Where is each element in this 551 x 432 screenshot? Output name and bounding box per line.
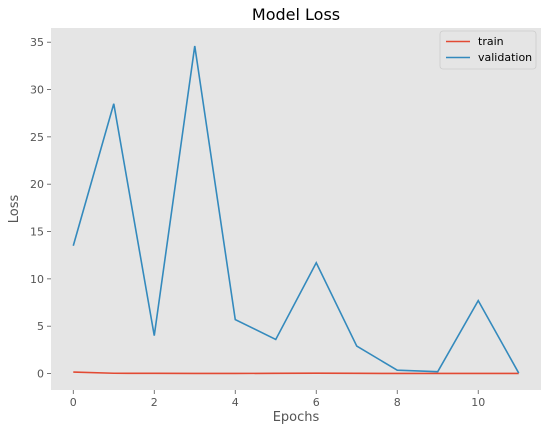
y-tick-label: 30: [30, 84, 44, 97]
y-tick-label: 10: [30, 273, 44, 286]
x-tick-label: 4: [232, 396, 239, 409]
chart-title: Model Loss: [252, 5, 340, 24]
y-tick-label: 35: [30, 36, 44, 49]
legend-label-train: train: [478, 35, 504, 48]
legend-label-validation: validation: [478, 51, 532, 64]
x-axis-label: Epochs: [273, 410, 320, 425]
x-tick-label: 6: [313, 396, 320, 409]
y-tick-label: 15: [30, 226, 44, 239]
x-tick-label: 0: [70, 396, 77, 409]
x-tick-label: 2: [151, 396, 158, 409]
legend: train validation: [439, 30, 537, 70]
plot-area: [51, 28, 541, 390]
series-line-validation: [72, 45, 520, 374]
y-tick-label: 20: [30, 178, 44, 191]
series-line-train: [73, 371, 519, 375]
axis-ticks: 0 2 4 6 8 10 0 5 10 15 20 25 30 35: [30, 36, 485, 409]
x-tick-label: 8: [394, 396, 401, 409]
legend-box: [439, 30, 537, 70]
y-axis-label: Loss: [7, 195, 22, 224]
y-tick-label: 5: [37, 320, 44, 333]
x-tick-label: 10: [471, 396, 485, 409]
y-tick-label: 0: [37, 368, 44, 381]
series-lines: [72, 45, 520, 375]
y-tick-label: 25: [30, 131, 44, 144]
